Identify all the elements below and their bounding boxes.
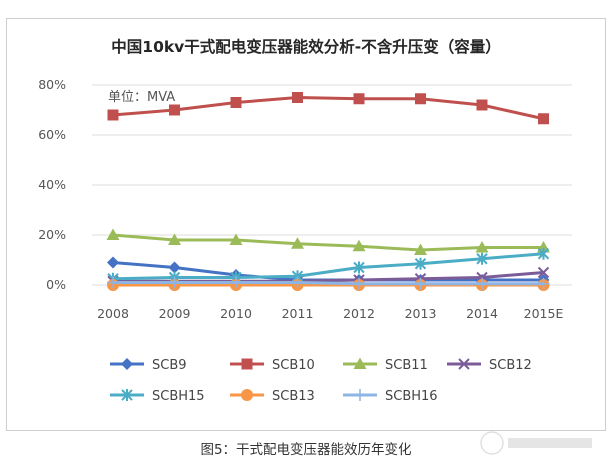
x-tick-label: 2014	[466, 306, 498, 321]
data-point	[168, 261, 181, 274]
data-point	[291, 276, 304, 289]
data-point	[241, 358, 253, 370]
series-scb11	[106, 228, 550, 255]
legend-label: SCB9	[152, 358, 187, 373]
series-line	[113, 281, 544, 286]
y-tick-label: 40%	[38, 177, 66, 192]
data-point	[415, 93, 426, 105]
legend: SCB9 SCB10 SCB11 SCB12 SCBH15 SCB13 SCBH16	[110, 357, 532, 404]
data-point	[353, 277, 365, 290]
y-axis-ticks: 0% 20% 40% 60% 80%	[38, 77, 66, 292]
legend-item-scb12: SCB12	[447, 358, 532, 373]
data-point	[169, 104, 180, 116]
data-point	[107, 109, 119, 121]
legend-label: SCB10	[272, 358, 315, 373]
x-tick-label: 2009	[159, 306, 191, 321]
data-point	[241, 389, 253, 401]
data-point	[106, 228, 120, 240]
data-point	[537, 277, 550, 290]
gridlines	[92, 84, 572, 286]
data-point	[414, 277, 427, 290]
series-layer	[106, 92, 550, 291]
legend-label: SCB11	[385, 358, 428, 373]
legend-item-scbh16: SCBH16	[343, 389, 438, 404]
series-line	[112, 233, 544, 252]
legend-item-scb13: SCB13	[230, 389, 315, 404]
data-point	[354, 389, 366, 401]
legend-label: SCBH16	[385, 389, 438, 404]
data-point	[107, 256, 119, 269]
x-tick-label: 2013	[405, 306, 437, 321]
data-point	[353, 93, 365, 105]
data-point	[476, 252, 488, 265]
y-tick-label: 0%	[46, 277, 66, 292]
unit-label: 单位：MVA	[108, 90, 176, 105]
series-line	[112, 252, 544, 281]
x-tick-label: 2011	[282, 306, 314, 321]
x-axis-ticks: 2008 2009 2010 2011 2012 2013 2014 2015E	[97, 306, 563, 321]
data-point	[168, 276, 181, 289]
data-point	[458, 358, 470, 370]
data-point	[537, 247, 550, 260]
data-point	[414, 243, 427, 255]
data-point	[291, 237, 304, 249]
chart-frame	[6, 18, 606, 431]
y-tick-label: 60%	[38, 127, 66, 142]
series-scb10	[107, 92, 549, 125]
data-point	[353, 357, 367, 369]
data-point	[352, 239, 366, 252]
legend-label: SCB12	[489, 358, 532, 373]
data-point	[230, 276, 242, 289]
series-line	[112, 96, 544, 121]
y-tick-label: 80%	[38, 77, 66, 92]
data-point	[121, 358, 133, 370]
legend-item-scb10: SCB10	[230, 358, 315, 373]
data-point	[107, 276, 119, 289]
data-point	[229, 233, 243, 245]
legend-label: SCB13	[272, 389, 315, 404]
figure-caption: 图5：干式配电变压器能效历年变化	[200, 442, 412, 458]
data-point	[476, 99, 488, 111]
data-point	[353, 261, 365, 274]
y-tick-label: 20%	[38, 227, 66, 242]
data-point	[538, 113, 549, 125]
data-point	[292, 92, 303, 103]
x-tick-label: 2008	[97, 306, 129, 321]
data-point	[121, 389, 133, 401]
data-point	[230, 97, 242, 108]
watermark-logo	[480, 431, 592, 455]
legend-item-scb9: SCB9	[110, 358, 187, 373]
legend-label: SCBH15	[152, 389, 205, 404]
data-point	[168, 233, 181, 245]
data-point	[414, 257, 427, 270]
series-scbh16	[107, 276, 550, 290]
legend-item-scb11: SCB11	[343, 357, 428, 373]
x-tick-label: 2012	[343, 306, 375, 321]
data-point	[475, 241, 489, 253]
legend-item-scbh15: SCBH15	[110, 389, 205, 404]
x-tick-label: 2010	[220, 306, 252, 321]
series-scbh15	[107, 247, 550, 285]
data-point	[537, 266, 550, 279]
x-tick-label: 2015E	[524, 306, 564, 321]
data-point	[476, 277, 488, 290]
chart-title: 中国10kv干式配电变压器能效分析-不含升压变（容量）	[111, 38, 501, 56]
